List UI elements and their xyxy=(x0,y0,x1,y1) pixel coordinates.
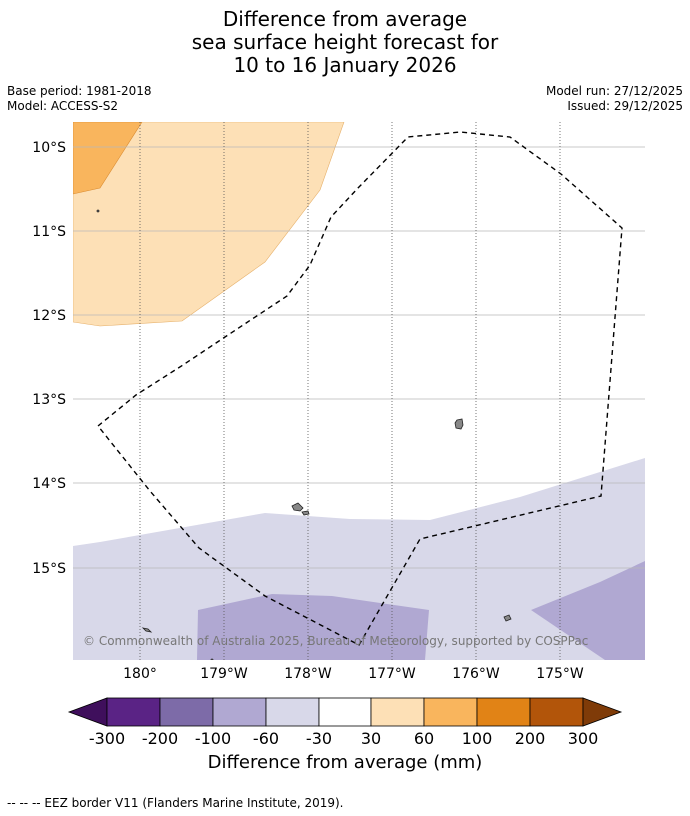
model-run: Model run: 27/12/2025 xyxy=(545,84,683,98)
anomaly-region-60-100 xyxy=(73,122,143,195)
colorbar-bin-m300-m200 xyxy=(106,697,161,727)
anomaly-region-m100-m60-right xyxy=(531,561,645,660)
colorbar xyxy=(67,697,623,727)
lon-label-178w: 178°W xyxy=(284,666,332,682)
issued-date: Issued: 29/12/2025 xyxy=(567,99,683,113)
colorbar-tick-m60: -60 xyxy=(253,729,279,748)
colorbar-label: Difference from average (mm) xyxy=(207,752,483,773)
base-period: Base period: 1981-2018 xyxy=(7,84,152,98)
chart-title: Difference from average sea surface heig… xyxy=(0,8,690,77)
anomaly-region-30-60 xyxy=(73,122,345,327)
island-west-1 xyxy=(291,502,304,512)
colorbar-tick-100: 100 xyxy=(462,729,493,748)
colorbar-bin-m200-m100 xyxy=(159,697,214,727)
lat-label-15s: 15°S xyxy=(32,561,66,577)
lat-label-12s: 12°S xyxy=(32,308,66,324)
meta-right: Model run: 27/12/2025 Issued: 29/12/2025 xyxy=(546,84,683,114)
latitude-gridlines xyxy=(73,146,645,569)
eez-border xyxy=(97,131,623,646)
lon-label-177w: 177°W xyxy=(368,666,416,682)
title-line-1: Difference from average xyxy=(222,7,468,31)
colorbar-tick-300: 300 xyxy=(568,729,599,748)
colorbar-tick-m30: -30 xyxy=(306,729,332,748)
colorbar-bin-m60-m30 xyxy=(265,697,320,727)
eez-legend: -- -- -- EEZ border V11 (Flanders Marine… xyxy=(7,796,344,810)
colorbar-bin-30-60 xyxy=(370,697,425,727)
islands xyxy=(96,209,512,660)
colorbar-extend-min xyxy=(67,697,108,727)
copyright-text: © Commonwealth of Australia 2025, Bureau… xyxy=(83,634,588,648)
title-line-3: 10 to 16 January 2026 xyxy=(233,53,457,77)
lat-label-14s: 14°S xyxy=(32,476,66,492)
lon-label-176w: 176°W xyxy=(452,666,500,682)
lat-label-10s: 10°S xyxy=(32,140,66,156)
colorbar-tick-60: 60 xyxy=(414,729,434,748)
island-west-2 xyxy=(301,510,310,516)
colorbar-bin-60-100 xyxy=(423,697,478,727)
title-line-2: sea surface height forecast for xyxy=(191,30,499,54)
island-northwest xyxy=(96,209,100,213)
colorbar-bin-m30-30 xyxy=(318,697,372,727)
model-name: Model: ACCESS-S2 xyxy=(7,99,119,113)
island-east xyxy=(454,418,464,430)
colorbar-ticks: -300 -200 -100 -60 -30 30 60 100 200 300 xyxy=(89,729,598,748)
lat-label-11s: 11°S xyxy=(32,224,66,240)
lat-label-13s: 13°S xyxy=(32,392,66,408)
colorbar-tick-m300: -300 xyxy=(89,729,125,748)
map-canvas: © Commonwealth of Australia 2025, Bureau… xyxy=(73,122,645,660)
lon-label-175w: 175°W xyxy=(536,666,584,682)
colorbar-tick-200: 200 xyxy=(515,729,546,748)
latitude-labels: 10°S 11°S 12°S 13°S 14°S 15°S xyxy=(32,140,66,577)
colorbar-tick-m200: -200 xyxy=(142,729,178,748)
island-southwest xyxy=(141,627,153,633)
colorbar-bin-100-200 xyxy=(476,697,531,727)
longitude-labels: 180° 179°W 178°W 177°W 176°W 175°W xyxy=(123,666,584,682)
anomaly-region-m100-m60-center xyxy=(197,594,429,660)
lon-label-179w: 179°W xyxy=(200,666,248,682)
colorbar-bin-m100-m60 xyxy=(212,697,267,727)
colorbar-tick-m100: -100 xyxy=(195,729,231,748)
colorbar-bin-200-300 xyxy=(529,697,584,727)
colorbar-tick-30: 30 xyxy=(361,729,381,748)
island-bottom xyxy=(210,658,214,660)
lon-label-180: 180° xyxy=(123,666,157,682)
island-south xyxy=(503,614,512,622)
meta-left: Base period: 1981-2018 Model: ACCESS-S2 xyxy=(7,84,152,114)
colorbar-extend-max xyxy=(582,697,623,727)
